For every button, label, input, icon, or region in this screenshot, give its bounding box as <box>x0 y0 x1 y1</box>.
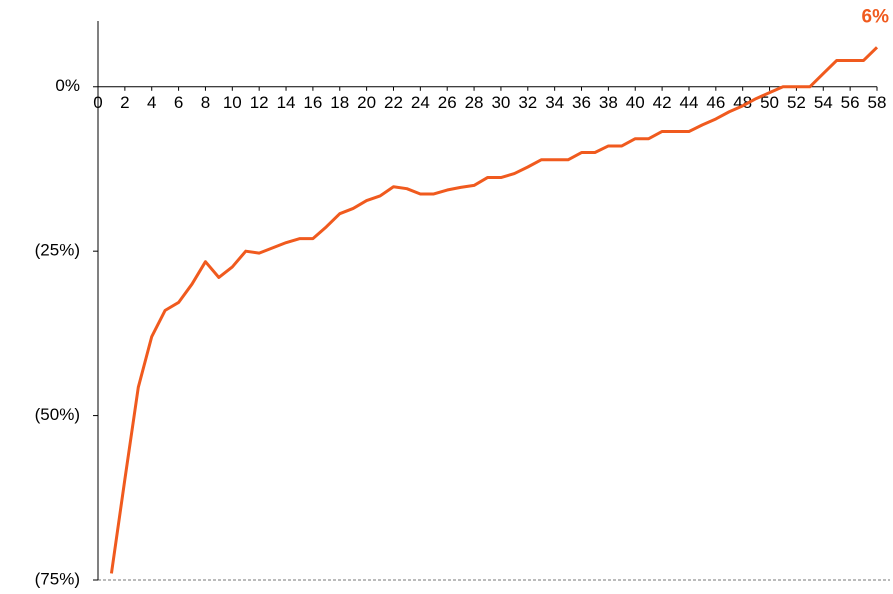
x-tick-label: 28 <box>465 93 484 112</box>
x-tick-label: 56 <box>841 93 860 112</box>
x-tick-label: 16 <box>303 93 322 112</box>
x-tick-label: 20 <box>357 93 376 112</box>
x-tick-label: 44 <box>680 93 699 112</box>
line <box>109 46 879 574</box>
x-tick-label: 34 <box>545 93 564 112</box>
x-tick-label: 24 <box>411 93 430 112</box>
x-tick-label: 10 <box>223 93 242 112</box>
x-tick-label: 54 <box>814 93 833 112</box>
y-tick-label: (25%) <box>35 241 80 260</box>
y-tick-label: (50%) <box>35 405 80 424</box>
y-tick-label: (75%) <box>35 569 80 588</box>
x-tick-label: 38 <box>599 93 618 112</box>
x-tick-label: 8 <box>201 93 210 112</box>
x-tick-label: 22 <box>384 93 403 112</box>
x-tick-label: 40 <box>626 93 645 112</box>
x-tick-label: 0 <box>93 93 102 112</box>
x-tick-label: 46 <box>706 93 725 112</box>
x-tick-label: 32 <box>518 93 537 112</box>
x-tick-label: 14 <box>277 93 296 112</box>
x-tick-label: 2 <box>120 93 129 112</box>
x-tick-label: 52 <box>787 93 806 112</box>
x-tick-label: 12 <box>250 93 269 112</box>
value-label: 6% <box>862 6 890 27</box>
x-tick-label: 26 <box>438 93 457 112</box>
x-tick-label: 30 <box>491 93 510 112</box>
x-tick-label: 42 <box>653 93 672 112</box>
x-tick-label: 6 <box>174 93 183 112</box>
x-tick-label: 50 <box>760 93 779 112</box>
y-tick-label: 0% <box>55 76 80 95</box>
x-tick-label: 36 <box>572 93 591 112</box>
x-tick-label: 18 <box>330 93 349 112</box>
x-tick-label: 4 <box>147 93 156 112</box>
x-tick-label: 58 <box>868 93 887 112</box>
